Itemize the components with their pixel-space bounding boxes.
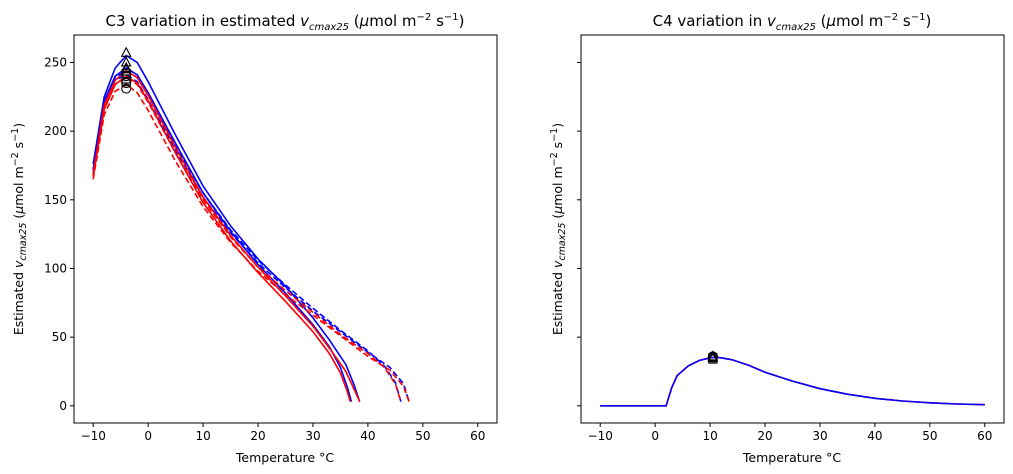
- c3-marker-circle: [121, 83, 132, 94]
- c3-series-line-8: [92, 83, 410, 402]
- c3-x-tick-label: 40: [360, 429, 375, 443]
- c4-marker-circle: [707, 352, 718, 363]
- c3-series-line-6: [92, 75, 352, 402]
- c3-marker-triangle: [120, 56, 132, 67]
- c4-x-tick-label: 10: [702, 429, 717, 443]
- panel-c4: C4 variation in vcmax25 (μmol m−2 s−1) −…: [549, 12, 1005, 465]
- c3-marker-triangle: [120, 63, 132, 74]
- c3-series-line-1: [92, 54, 361, 402]
- c3-y-tick-label: 250: [44, 55, 67, 69]
- c3-x-axis-label: Temperature °C: [235, 450, 334, 465]
- c4-x-tick-label: 50: [922, 429, 937, 443]
- c3-series-line-5: [92, 69, 361, 403]
- c3-plot-area: −10 0 10 20 30 40 50 60 0 50 100 150 200 250: [44, 46, 485, 443]
- c3-x-tick-label: −10: [81, 429, 106, 443]
- c4-x-tick-label: 20: [757, 429, 772, 443]
- c4-x-tick-label: −10: [588, 429, 613, 443]
- c3-y-tick-label: 100: [44, 261, 67, 275]
- c3-x-tick-label: 0: [144, 429, 152, 443]
- c4-x-tick-label: 30: [812, 429, 827, 443]
- c4-plot-area: −10 0 10 20 30 40 50 60: [577, 61, 992, 443]
- c4-axes-frame: [580, 34, 1005, 424]
- c3-marker-circle: [121, 71, 132, 82]
- c3-axes-frame: [73, 34, 498, 424]
- c3-chart-title: C3 variation in estimated vcmax25 (μmol …: [106, 12, 465, 33]
- c3-y-tick-label: 200: [44, 124, 67, 138]
- c4-x-tick-label: 40: [867, 429, 882, 443]
- c4-x-axis-label: Temperature °C: [742, 450, 841, 465]
- c3-x-tick-label: 10: [195, 429, 210, 443]
- c3-y-tick-label: 150: [44, 193, 67, 207]
- c3-series-line-3: [92, 69, 402, 402]
- c3-y-tick-label: 50: [52, 330, 67, 344]
- c3-x-tick-label: 60: [470, 429, 485, 443]
- c4-chart-title: C4 variation in vcmax25 (μmol m−2 s−1): [653, 12, 932, 33]
- c4-x-tick-label: 60: [977, 429, 992, 443]
- c4-y-axis-label: Estimated vcmax25 (μmol m−2 s−1): [549, 123, 568, 335]
- c3-y-axis-label: Estimated vcmax25 (μmol m−2 s−1): [10, 123, 29, 335]
- c3-x-tick-label: 20: [250, 429, 265, 443]
- c3-x-tick-label: 50: [415, 429, 430, 443]
- c3-x-tick-label: 30: [305, 429, 320, 443]
- panel-c3: C3 variation in estimated vcmax25 (μmol …: [10, 12, 498, 465]
- c3-marker-circle: [121, 78, 132, 89]
- c4-series-line-2: [600, 356, 985, 407]
- c4-x-tick-label: 0: [651, 429, 659, 443]
- c3-y-tick-label: 0: [59, 399, 67, 413]
- c3-series-line-7: [92, 76, 402, 402]
- c3-series-line-4: [92, 73, 410, 402]
- c3-series-line-2: [92, 67, 353, 402]
